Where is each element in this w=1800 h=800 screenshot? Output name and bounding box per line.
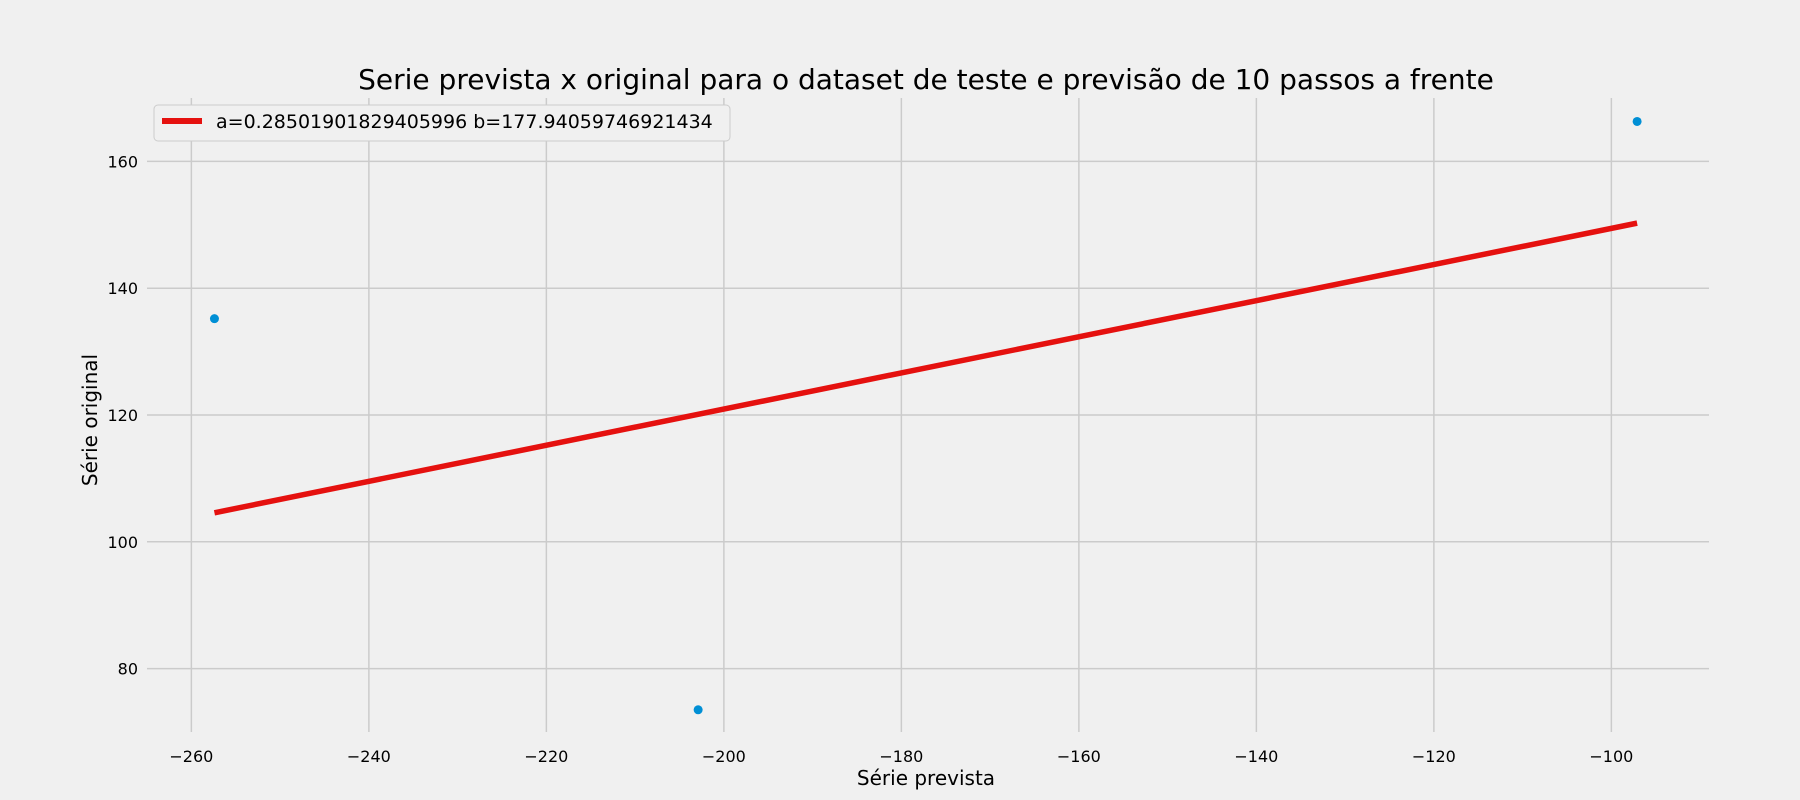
- y-axis-ticks: 80 100 120 140 160: [107, 152, 138, 678]
- x-tick-label: −200: [702, 747, 746, 766]
- x-axis-label: Série prevista: [857, 766, 995, 790]
- y-tick-label: 100: [107, 533, 138, 552]
- y-tick-label: 120: [107, 406, 138, 425]
- y-tick-label: 140: [107, 279, 138, 298]
- legend-box: [153, 104, 731, 142]
- scatter-points: [209, 116, 1642, 715]
- x-tick-label: −100: [1589, 747, 1633, 766]
- x-tick-label: −120: [1412, 747, 1456, 766]
- fit-line: [213, 220, 1638, 516]
- x-tick-label: −240: [347, 747, 391, 766]
- x-tick-label: −220: [524, 747, 568, 766]
- scatter-point: [693, 705, 703, 715]
- y-tick-label: 160: [107, 152, 138, 171]
- grid-lines: [147, 98, 1709, 732]
- x-tick-label: −160: [1057, 747, 1101, 766]
- scatter-point: [1632, 116, 1642, 126]
- legend: a=0.28501901829405996 b=177.940597469214…: [153, 104, 731, 142]
- y-axis-label: Série original: [78, 354, 102, 486]
- x-tick-label: −260: [169, 747, 213, 766]
- x-tick-label: −140: [1234, 747, 1278, 766]
- legend-label-fit-line: a=0.28501901829405996 b=177.940597469214…: [216, 111, 713, 133]
- x-tick-label: −180: [879, 747, 923, 766]
- fit-line-layer: [213, 220, 1638, 516]
- chart-title: Serie prevista x original para o dataset…: [358, 63, 1494, 96]
- x-axis-ticks: −260 −240 −220 −200 −180 −160 −140 −120 −100: [169, 747, 1633, 766]
- y-tick-label: 80: [118, 660, 138, 679]
- scatter-point: [209, 314, 219, 324]
- plot-area: [147, 98, 1709, 732]
